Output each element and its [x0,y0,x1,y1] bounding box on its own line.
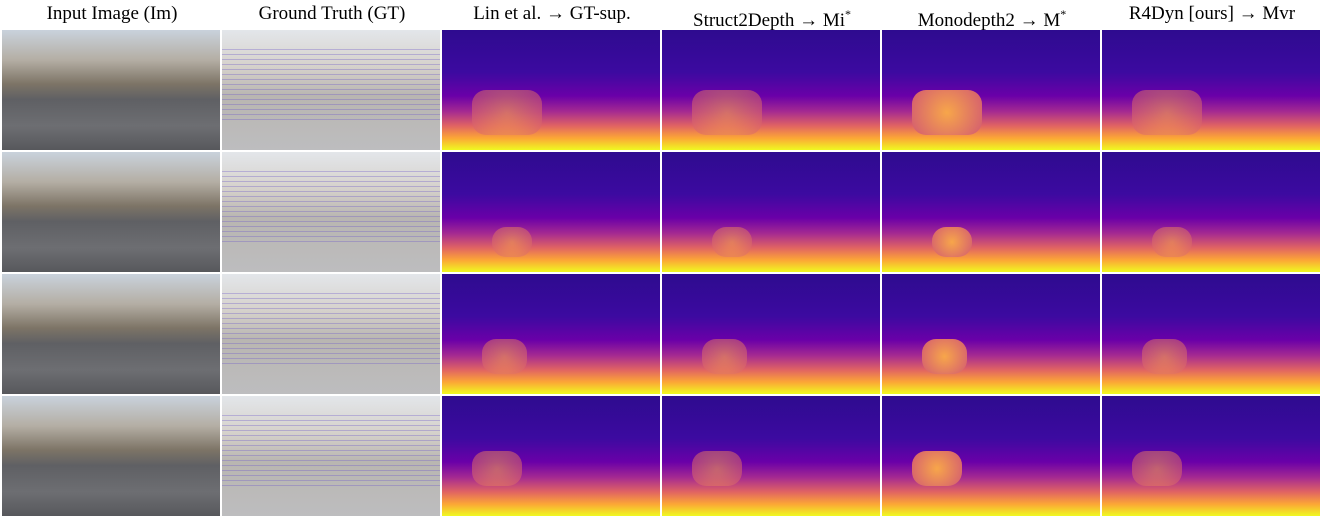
depth-map [442,396,660,516]
car-blob [1132,451,1182,486]
depth-map [882,152,1100,272]
header-text: R4Dyn [ours] → Mvr [1129,3,1295,24]
ground-truth-image [222,274,440,394]
car-blob [712,227,752,257]
depth-map [1102,30,1320,150]
column-header: Monodepth2 → M* [882,0,1102,28]
car-blob [492,227,532,257]
header-text: Monodepth2 → M [918,10,1061,31]
column-header: Ground Truth (GT) [222,0,442,28]
car-blob [692,90,762,135]
car-blob [912,90,982,135]
car-blob [922,339,967,374]
ground-truth-image [222,396,440,516]
depth-map [1102,152,1320,272]
column-header: Struct2Depth → Mi* [662,0,882,28]
car-blob [912,451,962,486]
depth-map [882,30,1100,150]
depth-map [662,30,880,150]
car-blob [482,339,527,374]
input-image [2,396,220,516]
car-blob [702,339,747,374]
depth-map [442,30,660,150]
header-superscript: * [845,7,851,21]
header-text: Lin et al. → GT-sup. [473,3,631,24]
input-image [2,152,220,272]
input-image [2,274,220,394]
car-blob [1132,90,1202,135]
car-blob [692,451,742,486]
depth-map [882,396,1100,516]
column-header: Input Image (Im) [2,0,222,28]
header-text: Input Image (Im) [47,3,178,24]
column-header: Lin et al. → GT-sup. [442,0,662,28]
depth-map [662,396,880,516]
column-header: R4Dyn [ours] → Mvr [1102,0,1322,28]
header-text: Ground Truth (GT) [259,3,406,24]
car-blob [1152,227,1192,257]
depth-map [662,274,880,394]
ground-truth-image [222,30,440,150]
car-blob [1142,339,1187,374]
depth-map [1102,396,1320,516]
depth-map [442,152,660,272]
header-text: Struct2Depth → Mi [693,10,845,31]
depth-map [882,274,1100,394]
car-blob [472,451,522,486]
depth-map [662,152,880,272]
figure: Input Image (Im) Ground Truth (GT) Lin et … [0,0,1332,518]
depth-map [442,274,660,394]
depth-map [1102,274,1320,394]
ground-truth-image [222,152,440,272]
header-superscript: * [1060,7,1066,21]
car-blob [932,227,972,257]
input-image [2,30,220,150]
car-blob [472,90,542,135]
